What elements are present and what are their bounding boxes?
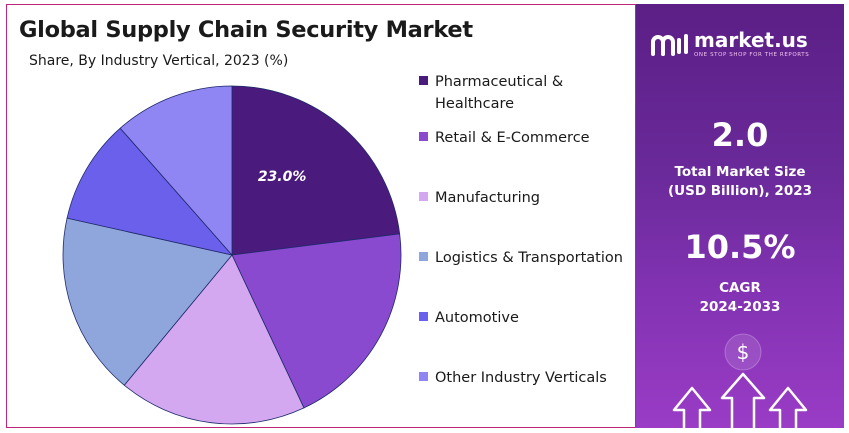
growth-arrows-icon: $ <box>672 333 808 428</box>
legend-swatch <box>419 76 428 85</box>
pie-slice-retail-e-commerce <box>231 233 402 409</box>
pie-slice-pharmaceutical-healthcare <box>231 85 401 256</box>
cagr-label-line2: 2024-2033 <box>699 299 781 315</box>
legend-swatch <box>419 312 428 321</box>
cagr-label-line1: CAGR <box>719 280 761 296</box>
market-us-logo-icon <box>651 34 688 56</box>
legend-label: Other Industry Verticals <box>435 370 607 386</box>
market-size-label-line2: (USD Billion), 2023 <box>667 183 813 199</box>
pie-slice-automotive <box>66 127 234 256</box>
legend-swatch <box>419 372 428 381</box>
currency-symbol: $ <box>737 340 750 364</box>
pie-slice-other-industry-verticals <box>119 85 233 257</box>
legend-item: Logistics & Transportation <box>419 247 641 269</box>
cagr-label: CAGR 2024-2033 <box>636 279 844 317</box>
legend-label: Automotive <box>435 310 519 326</box>
dollar-coin-icon: $ <box>724 333 762 371</box>
brand-name: market.us <box>694 28 808 52</box>
market-size-value: 2.0 <box>711 116 769 154</box>
brand-tagline: ONE STOP SHOP FOR THE REPORTS <box>694 52 810 58</box>
pie-slice-logistics-transportation <box>62 217 233 386</box>
cagr-value: 10.5% <box>684 228 796 266</box>
legend-item: Retail & E-Commerce <box>419 127 641 149</box>
chart-frame: Global Supply Chain Security Market Shar… <box>6 4 636 428</box>
market-size-label-line1: Total Market Size <box>674 164 806 180</box>
pie-slice-manufacturing <box>123 254 305 425</box>
legend-item: Pharmaceutical & Healthcare <box>419 71 641 115</box>
legend-label: Retail & E-Commerce <box>435 130 590 146</box>
legend-item: Manufacturing <box>419 187 641 209</box>
summary-panel: market.us ONE STOP SHOP FOR THE REPORTS … <box>636 4 844 428</box>
market-size-label: Total Market Size (USD Billion), 2023 <box>636 163 844 201</box>
legend-swatch <box>419 132 428 141</box>
legend-item: Automotive <box>419 307 641 329</box>
pie-slice-label: 23.0% <box>258 169 307 185</box>
legend-swatch <box>419 252 428 261</box>
market-us-logo[interactable]: market.us ONE STOP SHOP FOR THE REPORTS <box>650 30 809 58</box>
pie-chart: 23.0% <box>62 85 402 425</box>
legend-label: Manufacturing <box>435 190 540 206</box>
chart-subtitle: Share, By Industry Vertical, 2023 (%) <box>29 53 289 69</box>
legend-swatch <box>419 192 428 201</box>
chart-title: Global Supply Chain Security Market <box>19 17 473 43</box>
legend-item: Other Industry Verticals <box>419 367 641 389</box>
legend-label: Logistics & Transportation <box>435 250 623 266</box>
legend-label: Pharmaceutical & Healthcare <box>435 74 564 112</box>
